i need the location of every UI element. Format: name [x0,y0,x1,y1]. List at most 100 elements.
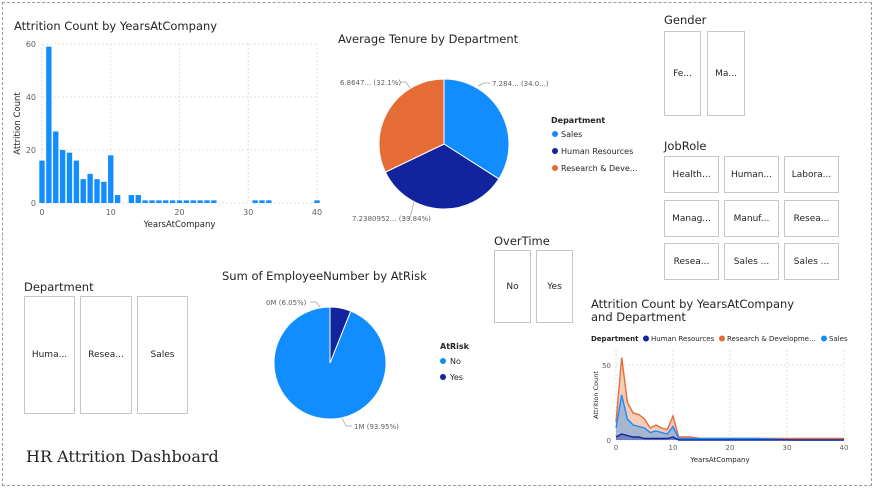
overtime-slicer-title: OverTime [494,234,550,248]
bar [259,200,265,203]
jobrole-item-healthcare[interactable]: Health... [664,156,719,193]
bar [252,200,258,203]
x-tick-label: 10 [106,208,116,217]
series-area [616,434,844,440]
legend-label: Sales [829,335,848,343]
attrition-by-years-dept-chart[interactable]: Department Human Resources Research & Deve… [586,328,856,468]
gender-slicer-title: Gender [664,13,707,27]
legend-label: No [450,357,461,366]
bar [108,155,114,203]
legend-marker [552,131,558,137]
legend-marker [552,148,558,154]
bar [149,200,155,203]
avg-tenure-pie-chart[interactable]: 7.284... (34.0...) 7.2380952... (33.84%) 6… [330,50,650,230]
series-line [615,394,844,441]
x-tick-label: 40 [840,444,849,452]
jobrole-item-sales-executive[interactable]: Sales ... [724,243,779,280]
x-tick-label: 40 [312,208,322,217]
jobrole-item-manufacturing[interactable]: Manuf... [724,200,779,237]
legend-label: Research & Developme... [727,335,816,343]
legend-label: Sales [561,130,582,139]
department-slicer-title: Department [24,280,94,294]
data-label-leader [400,81,411,89]
series-area [616,395,844,440]
attrition-by-years-dept-title: Attrition Count by YearsAtCompany and De… [591,297,795,324]
bar [190,200,196,203]
data-label: 6.8647... (32.1%) [340,79,401,87]
avg-tenure-title: Average Tenure by Department [338,32,519,46]
x-tick-label: 10 [669,444,678,452]
legend-title: Department [591,335,639,343]
overtime-item-yes[interactable]: Yes [536,250,573,323]
x-tick-label: 0 [39,208,44,217]
data-label-leader [341,417,352,427]
bar [73,160,80,203]
department-item-research[interactable]: Resea... [80,296,132,414]
gender-slicer-item-male[interactable]: Ma... [707,31,745,116]
legend-title: AtRisk [440,342,470,351]
x-tick-label: 30 [783,444,792,452]
data-label-leader [310,301,321,308]
attrition-by-years-chart[interactable]: 0 20 40 60 0 10 20 30 40 YearsAtCompany Attrition … [10,36,330,232]
data-label: 1M (93.95%) [354,423,399,431]
pie-slice [378,78,445,173]
jobrole-item-research-director[interactable]: Resea... [784,200,839,237]
pie-slice [329,306,352,364]
bar [66,152,73,203]
bar [176,200,183,203]
legend-marker [643,335,649,342]
bar [39,160,45,203]
data-label: 0M (6.05%) [266,299,307,307]
bar [114,195,121,203]
bar [197,200,203,203]
bar [59,150,66,203]
x-tick-label: 20 [174,208,184,217]
employee-by-atrisk-pie-chart[interactable]: 0M (6.05%) 1M (93.95%) AtRisk No Yes [230,288,490,438]
series-line [615,433,844,441]
x-axis-label: YearsAtCompany [689,456,749,464]
jobrole-item-sales-representative[interactable]: Sales ... [784,243,839,280]
bar [169,200,176,203]
department-item-sales[interactable]: Sales [137,296,188,414]
x-tick-label: 20 [726,444,735,452]
jobrole-item-laboratory[interactable]: Labora... [784,156,839,193]
data-label-leader [402,201,415,219]
legend-title: Department [551,116,605,125]
legend-marker [440,374,446,380]
dashboard-title: HR Attrition Dashboard [26,447,219,466]
y-tick-label: 0 [31,199,36,208]
attrition-by-years-title: Attrition Count by YearsAtCompany [14,19,218,33]
bar [211,200,217,203]
pie-slice [384,143,500,210]
y-tick-label: 60 [26,40,36,49]
legend-label: Research & Deve... [561,164,637,173]
bar [135,195,141,203]
jobrole-item-human-resources[interactable]: Human... [724,156,779,193]
x-tick-label: 0 [614,444,618,452]
jobrole-item-research-scientist[interactable]: Resea... [664,243,719,280]
bar [204,200,210,203]
overtime-item-no[interactable]: No [494,250,531,323]
bar [53,131,59,203]
y-axis-label: Attrition Count [13,92,23,155]
legend-marker [821,335,827,342]
legend-label: Yes [449,373,463,382]
legend-label: Human Resources [651,335,715,343]
bar [163,200,169,203]
legend-marker [440,358,446,364]
legend-marker [719,335,725,342]
y-axis-label: Attrition Count [592,371,600,419]
jobrole-item-manager[interactable]: Manag... [664,200,719,237]
gender-slicer-item-female[interactable]: Fe... [664,31,701,116]
department-item-human-resources[interactable]: Huma... [24,296,75,414]
bar [101,181,107,203]
bar [266,200,272,203]
bar [314,200,320,203]
bar [128,195,135,203]
y-tick-label: 40 [26,93,36,102]
legend-label: Human Resources [561,147,633,156]
bar [183,200,190,203]
bar [80,179,86,203]
